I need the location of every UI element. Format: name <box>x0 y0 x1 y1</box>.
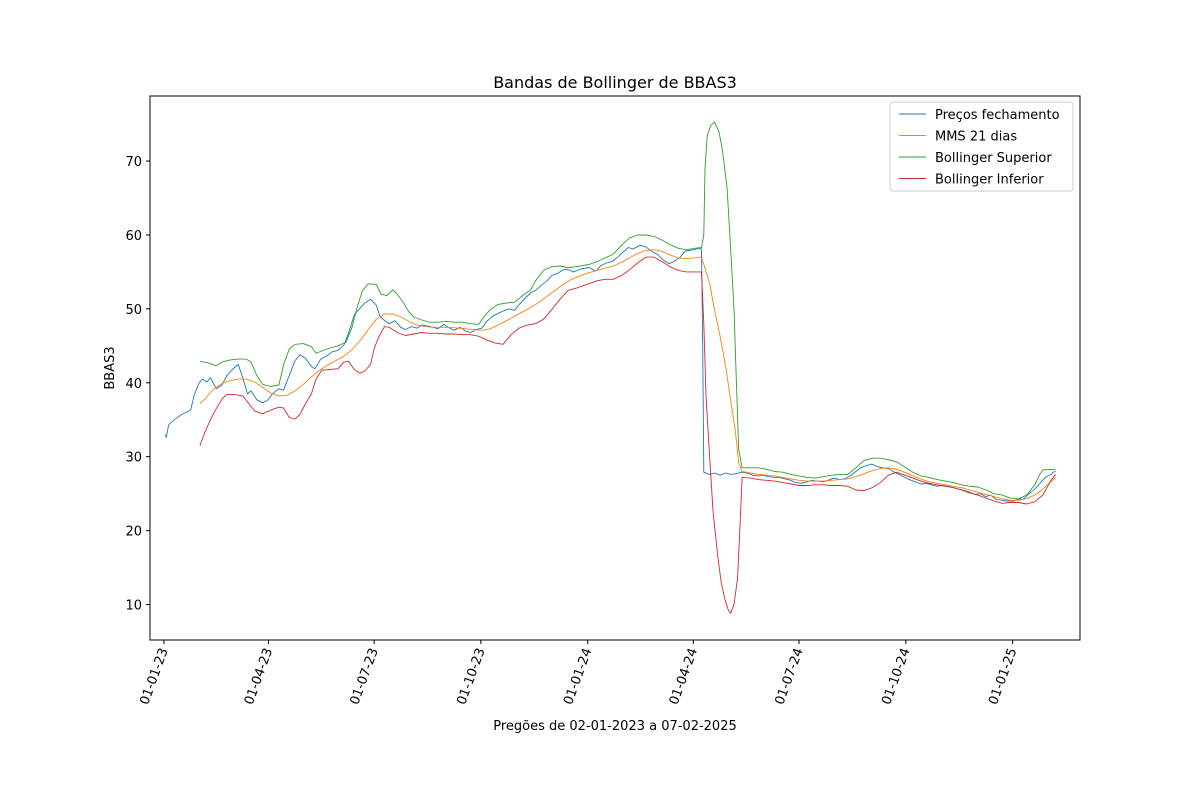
series-line-1 <box>199 249 1056 501</box>
legend-entry-2: Bollinger Superior <box>935 151 1052 166</box>
x-axis-label: Pregões de 02-01-2023 a 07-02-2025 <box>493 719 737 734</box>
y-tick-label: 70 <box>125 155 142 170</box>
y-tick-label: 20 <box>125 525 142 540</box>
y-tick-label: 50 <box>125 303 142 318</box>
y-tick-label: 10 <box>125 599 142 614</box>
legend-entry-0: Preços fechamento <box>935 108 1060 123</box>
legend: Preços fechamento MMS 21 dias Bollinger Su… <box>889 101 1074 192</box>
series-line-2 <box>199 121 1056 500</box>
y-tick-label: 40 <box>125 377 142 392</box>
series-line-3 <box>199 256 1056 614</box>
y-tick-label: 30 <box>125 451 142 466</box>
y-axis-label: BBAS3 <box>103 346 118 389</box>
legend-entry-3: Bollinger Inferior <box>935 173 1044 188</box>
series-line-0 <box>164 244 1056 502</box>
legend-box <box>889 101 1074 192</box>
y-tick-label: 60 <box>125 229 142 244</box>
series-lines <box>164 121 1056 614</box>
axes-frame <box>149 95 1081 641</box>
legend-entry-1: MMS 21 dias <box>935 130 1017 145</box>
chart-title: Bandas de Bollinger de BBAS3 <box>493 73 737 92</box>
